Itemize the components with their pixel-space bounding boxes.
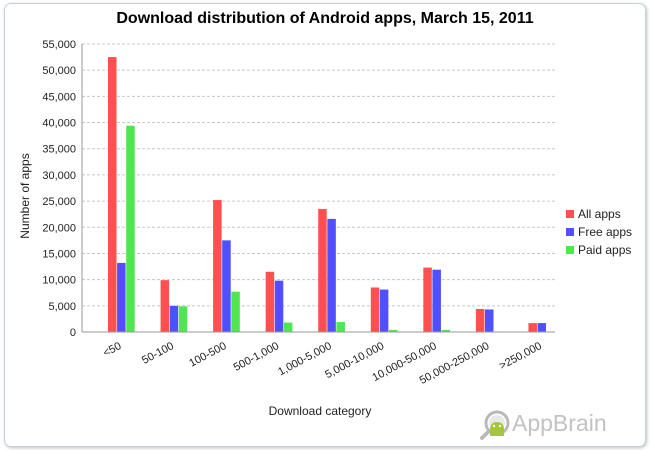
bar-all-apps — [318, 208, 327, 332]
x-tick-labels: <50 50-100 100-500 500-1,0001,000-5,0005,00… — [101, 340, 544, 387]
bar-all-apps — [160, 280, 170, 332]
bar-free-apps — [117, 262, 126, 332]
bar-paid-apps — [231, 291, 240, 332]
bar-free-apps — [327, 218, 336, 332]
legend-label: Paid apps — [578, 243, 631, 257]
y-tick-label: 30,000 — [42, 170, 76, 182]
bar-free-apps — [169, 305, 179, 332]
appbrain-watermark: AppBrain — [512, 410, 607, 436]
x-tick-label: 50-100 — [140, 340, 176, 367]
bar-paid-apps — [441, 329, 451, 332]
bar-paid-apps — [178, 306, 188, 332]
bar-all-apps — [528, 323, 537, 332]
y-tick-label: 0 — [70, 327, 76, 339]
legend-label: All apps — [578, 207, 621, 221]
legend-label: Free apps — [578, 225, 632, 239]
legend: All apps Free apps Paid apps — [566, 207, 632, 257]
android-magnifier-logo-icon — [480, 410, 510, 440]
y-tick-label: 20,000 — [42, 222, 76, 234]
axes — [81, 44, 555, 333]
x-tick-label: 500-1,000 — [232, 340, 281, 374]
bar-paid-apps — [388, 329, 398, 332]
bar-free-apps — [274, 280, 284, 332]
bar-all-apps — [370, 287, 380, 332]
chart-title: Download distribution of Android apps, M… — [116, 10, 534, 27]
bar-all-apps — [475, 308, 485, 332]
bar-free-apps — [537, 323, 547, 332]
legend-swatch — [566, 210, 574, 218]
y-tick-label: 5,000 — [48, 301, 76, 313]
bars — [108, 57, 547, 332]
y-tick-label: 25,000 — [42, 196, 76, 208]
bar-all-apps — [423, 267, 432, 332]
y-tick-label: 45,000 — [42, 91, 76, 103]
bar-paid-apps — [126, 125, 135, 332]
bar-free-apps — [432, 269, 441, 332]
x-tick-label: <50 — [101, 340, 123, 359]
y-axis-title: Number of apps — [18, 153, 32, 238]
y-tick-label: 35,000 — [42, 144, 76, 156]
bar-free-apps — [379, 289, 389, 332]
x-tick-label: 100-500 — [187, 340, 228, 370]
bar-paid-apps — [336, 322, 345, 332]
bar-paid-apps — [283, 322, 293, 332]
y-tick-label: 15,000 — [42, 248, 76, 260]
x-tick-label: >250,000 — [497, 340, 543, 372]
bar-all-apps — [265, 271, 275, 332]
bar-free-apps — [484, 309, 494, 332]
y-tick-label: 50,000 — [42, 65, 76, 77]
y-tick-labels: 0 5,000 10,000 15,000 20,000 25,000 30,000 35,0… — [42, 39, 76, 339]
y-tick-label: 10,000 — [42, 275, 76, 287]
bar-free-apps — [222, 240, 231, 332]
legend-swatch — [566, 228, 574, 236]
y-tick-label: 40,000 — [42, 118, 76, 130]
bar-all-apps — [108, 57, 117, 332]
x-axis-title: Download category — [269, 404, 372, 418]
y-tick-label: 55,000 — [42, 39, 76, 51]
legend-swatch — [566, 246, 574, 254]
bar-all-apps — [213, 200, 222, 332]
